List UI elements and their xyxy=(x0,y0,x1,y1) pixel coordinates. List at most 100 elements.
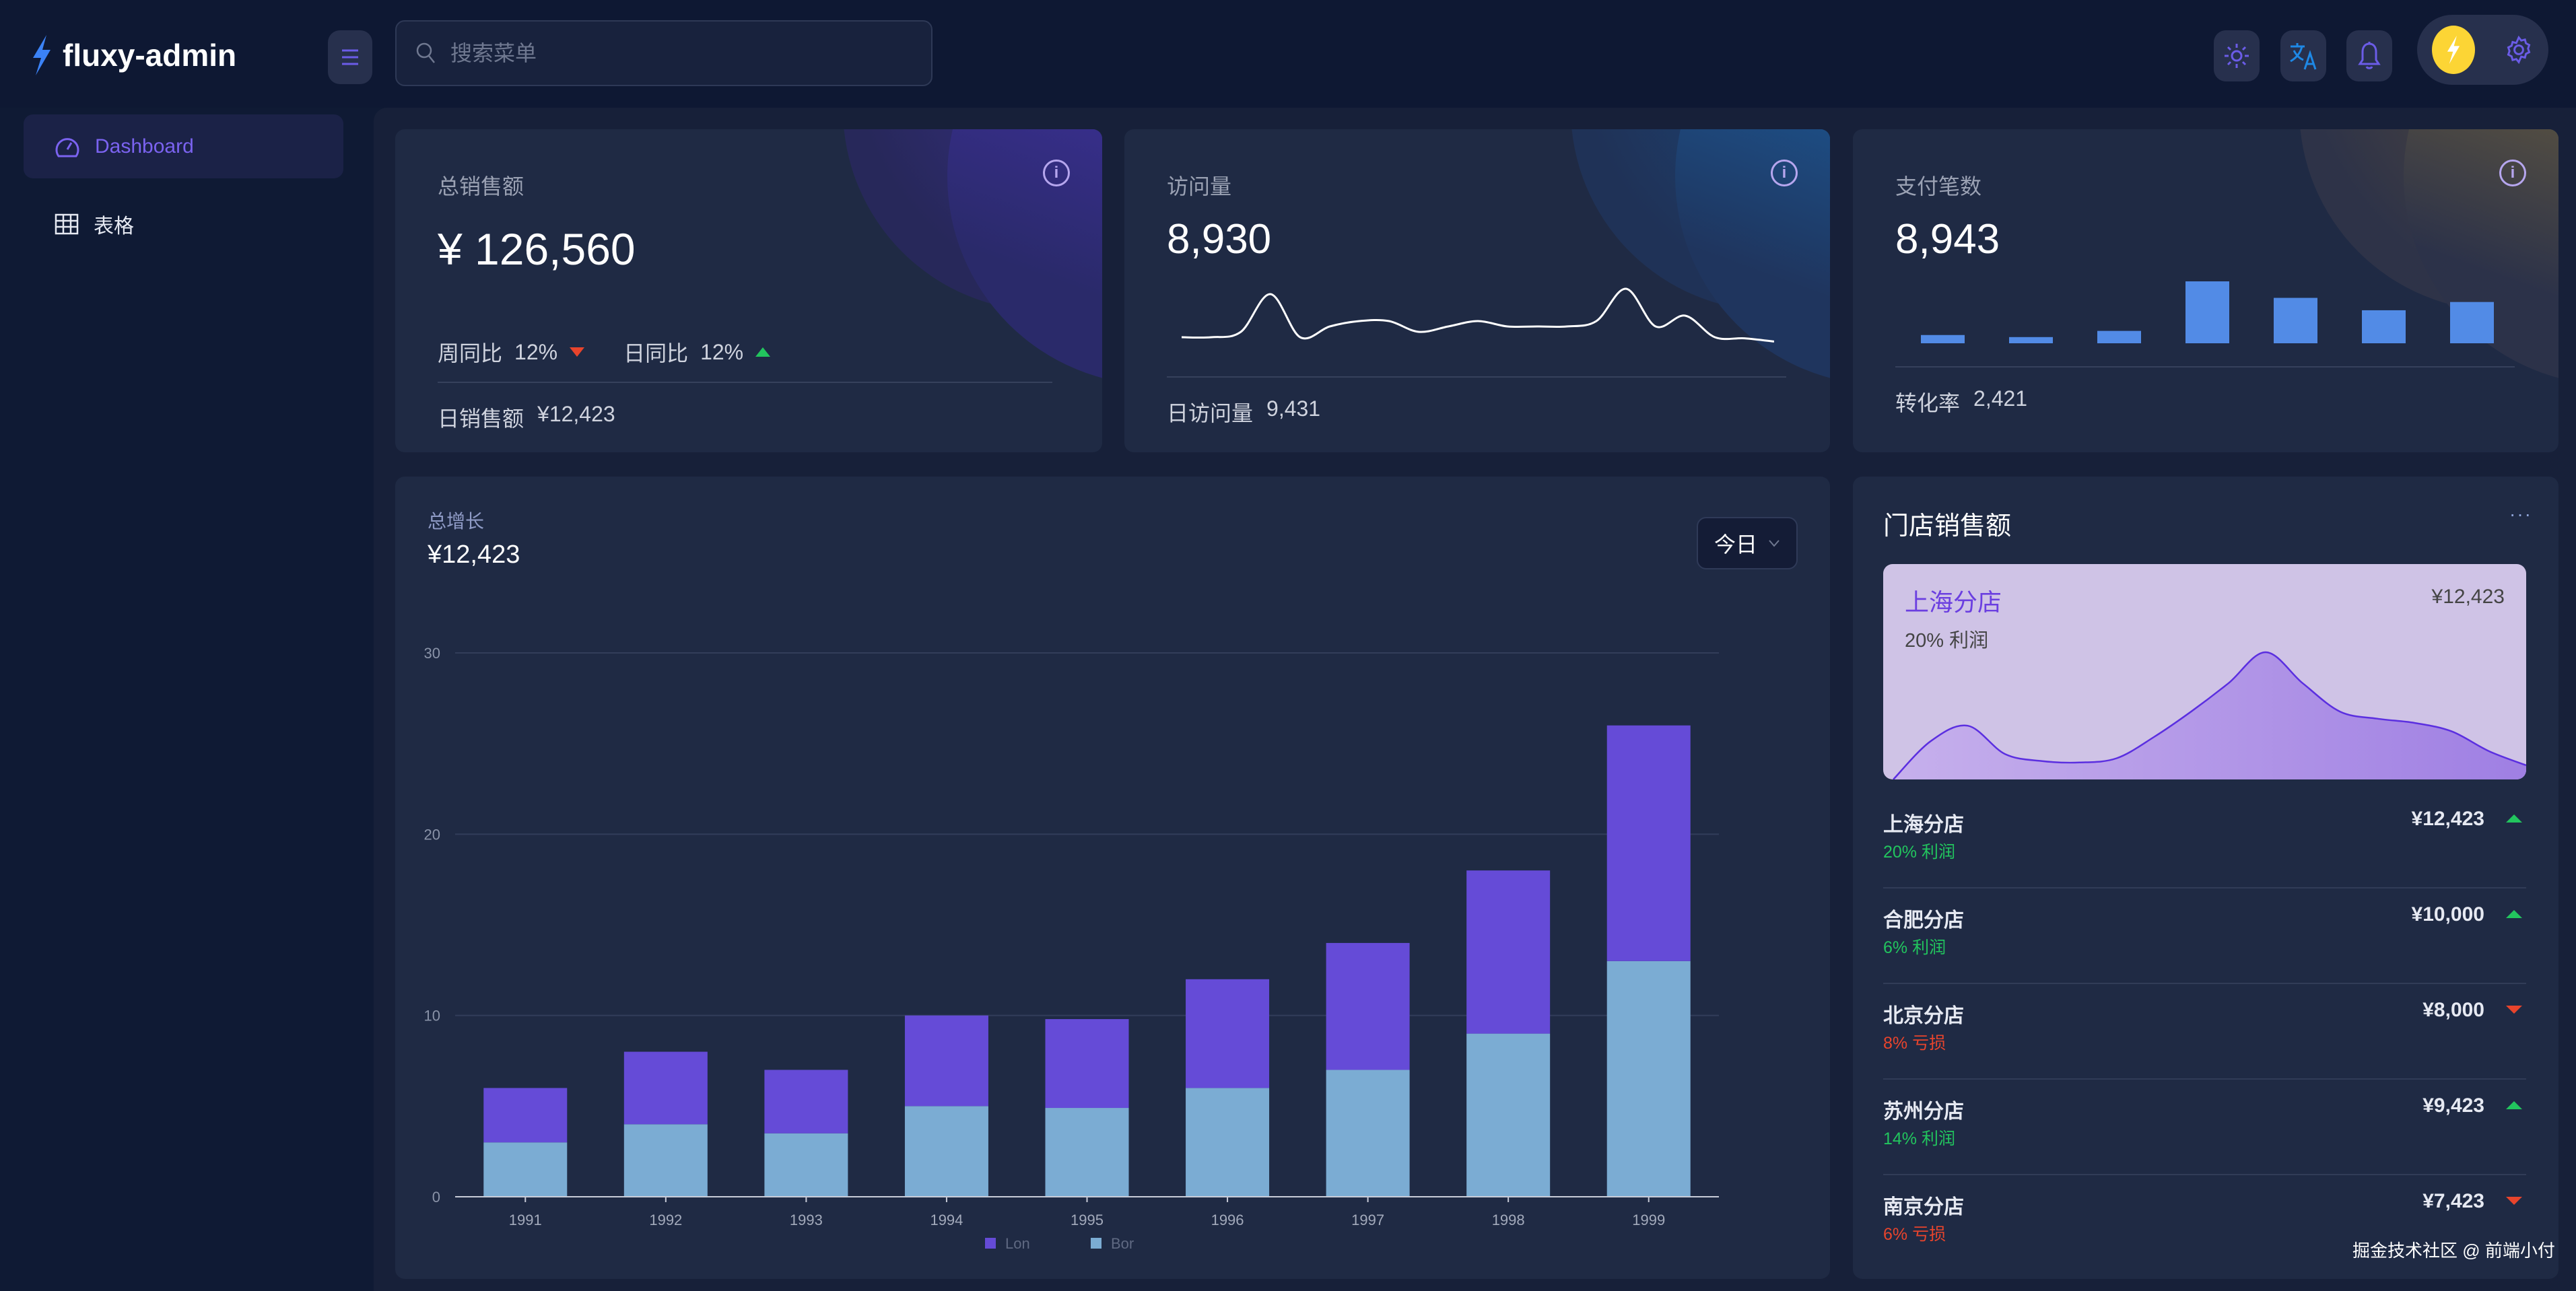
area-line xyxy=(1893,651,2526,779)
bar-lon xyxy=(1326,942,1410,1070)
store-name: 合肥分店 xyxy=(1883,909,1964,932)
language-button[interactable] xyxy=(2280,30,2326,81)
card-footer: 日销售额 ¥12,423 xyxy=(438,402,615,433)
footer-value: 9,431 xyxy=(1266,396,1321,421)
mini-bar xyxy=(2185,281,2229,343)
x-tick-label: 1997 xyxy=(1351,1212,1384,1228)
footer-value: 2,421 xyxy=(1973,386,2028,411)
bar-bor xyxy=(1045,1108,1129,1197)
week-value: 12% xyxy=(514,339,558,364)
gear-icon[interactable] xyxy=(2504,35,2534,65)
search-input[interactable] xyxy=(450,40,888,66)
store-row[interactable]: 上海分店 20% 利润 ¥12,423 xyxy=(1883,793,2526,888)
store-profit: 20% 利润 xyxy=(1883,843,1955,862)
search-icon xyxy=(416,42,435,63)
card-title: 总销售额 xyxy=(438,174,524,199)
bar-bor xyxy=(764,1133,848,1197)
store-row[interactable]: 苏州分店 14% 利润 ¥9,423 xyxy=(1883,1080,2526,1175)
sparkline-path xyxy=(1182,287,1774,343)
more-icon[interactable]: ··· xyxy=(2509,503,2532,524)
legend-swatch xyxy=(1091,1238,1101,1249)
up-arrow-icon xyxy=(2506,910,2522,918)
bell-icon xyxy=(2358,42,2381,69)
chevron-down-icon xyxy=(1769,540,1780,547)
stores-title: 门店销售额 xyxy=(1883,512,2012,540)
sales-card: i 总销售额 ¥ 126,560 周同比 12% 日同比 12% 日销售额 ¥12… xyxy=(395,129,1102,452)
card-title: 访问量 xyxy=(1167,174,1232,199)
sidebar-item-label: Dashboard xyxy=(95,135,194,158)
notification-button[interactable] xyxy=(2346,30,2392,81)
down-arrow-icon xyxy=(2506,1006,2522,1014)
store-row[interactable]: 北京分店 8% 亏损 ¥8,000 xyxy=(1883,984,2526,1080)
week-label: 周同比 xyxy=(438,341,503,365)
x-tick-label: 1993 xyxy=(790,1212,823,1228)
divider xyxy=(438,382,1052,383)
bar-bor xyxy=(1186,1088,1270,1197)
footer-value: ¥12,423 xyxy=(537,402,615,426)
card-value: 8,930 xyxy=(1167,216,1272,263)
y-tick-label: 20 xyxy=(424,826,440,843)
bar-lon xyxy=(1045,1019,1129,1109)
store-value: ¥8,000 xyxy=(2422,999,2484,1021)
sidebar-item-table[interactable]: 表格 xyxy=(24,192,343,256)
store-value: ¥9,423 xyxy=(2422,1094,2484,1117)
store-name: 苏州分店 xyxy=(1883,1101,1964,1123)
store-profit: 6% 利润 xyxy=(1883,938,1946,957)
y-tick-label: 0 xyxy=(432,1189,440,1206)
store-value: ¥7,423 xyxy=(2422,1190,2484,1212)
store-name: 北京分店 xyxy=(1883,1005,1964,1027)
up-arrow-icon xyxy=(2506,1101,2522,1109)
user-pill[interactable] xyxy=(2417,15,2548,85)
highlight-name: 上海分店 xyxy=(1905,588,2002,616)
growth-value: ¥12,423 xyxy=(428,540,520,569)
theme-button[interactable] xyxy=(2214,30,2260,81)
bar-lon xyxy=(623,1051,708,1125)
store-row[interactable]: 合肥分店 6% 利润 ¥10,000 xyxy=(1883,888,2526,984)
bar-bor xyxy=(1466,1033,1551,1197)
payments-card: i 支付笔数 8,943 转化率 2,421 xyxy=(1853,129,2558,452)
decor-circle xyxy=(2404,129,2558,385)
avatar[interactable] xyxy=(2431,26,2475,74)
bar-lon xyxy=(1186,979,1270,1088)
x-tick-label: 1995 xyxy=(1071,1212,1104,1228)
period-select-value: 今日 xyxy=(1714,532,1757,557)
store-profit: 6% 亏损 xyxy=(1883,1225,1946,1244)
day-label: 日同比 xyxy=(623,341,689,365)
menu-toggle-button[interactable] xyxy=(328,30,372,84)
bar-lon xyxy=(764,1070,848,1133)
x-tick-label: 1996 xyxy=(1211,1212,1244,1228)
info-icon[interactable]: i xyxy=(2499,160,2526,186)
card-footer: 日访问量 9,431 xyxy=(1167,396,1320,427)
sidebar-item-dashboard[interactable]: Dashboard xyxy=(24,114,343,178)
bolt-icon xyxy=(2447,36,2460,64)
info-icon[interactable]: i xyxy=(1771,160,1798,186)
card-footer: 转化率 2,421 xyxy=(1895,386,2027,417)
store-value: ¥10,000 xyxy=(2411,903,2484,926)
watermark: 掘金技术社区 @ 前端小付 xyxy=(2352,1241,2555,1261)
mini-bar xyxy=(1921,335,1965,343)
stacked-bar-chart: 0 10 20 30 1991 1992 1993 1994 1995 1996 1997 1998 1… xyxy=(424,645,1719,1252)
store-profit: 14% 利润 xyxy=(1883,1129,1955,1148)
footer-label: 转化率 xyxy=(1895,391,1961,415)
store-sales-card: 门店销售额 ··· 上海分店 ¥12,423 20% 利润 掘金技术社区 @ 前… xyxy=(1853,477,2558,1279)
area-fill xyxy=(1893,652,2526,779)
period-select[interactable]: 今日 xyxy=(1697,517,1798,569)
bar-lon xyxy=(1606,725,1691,961)
store-row[interactable]: 南京分店 6% 亏损 ¥7,423 xyxy=(1883,1175,2526,1271)
app-title: fluxy-admin xyxy=(63,38,237,73)
down-arrow-icon xyxy=(570,347,585,357)
info-icon[interactable]: i xyxy=(1043,160,1070,186)
card-value: 8,943 xyxy=(1895,216,2000,263)
sidebar xyxy=(0,108,374,1291)
store-name: 上海分店 xyxy=(1883,814,1964,836)
day-value: 12% xyxy=(700,339,744,364)
visits-sparkline xyxy=(1182,287,1774,343)
logo[interactable]: fluxy-admin xyxy=(30,35,236,75)
search-box[interactable] xyxy=(395,20,933,86)
store-profit: 8% 亏损 xyxy=(1883,1034,1946,1053)
footer-label: 日销售额 xyxy=(438,407,524,431)
highlight-store[interactable]: 上海分店 ¥12,423 20% 利润 xyxy=(1883,564,2526,779)
store-name: 南京分店 xyxy=(1883,1196,1964,1218)
bar-bor xyxy=(1326,1070,1410,1197)
bar-bor xyxy=(904,1106,988,1197)
